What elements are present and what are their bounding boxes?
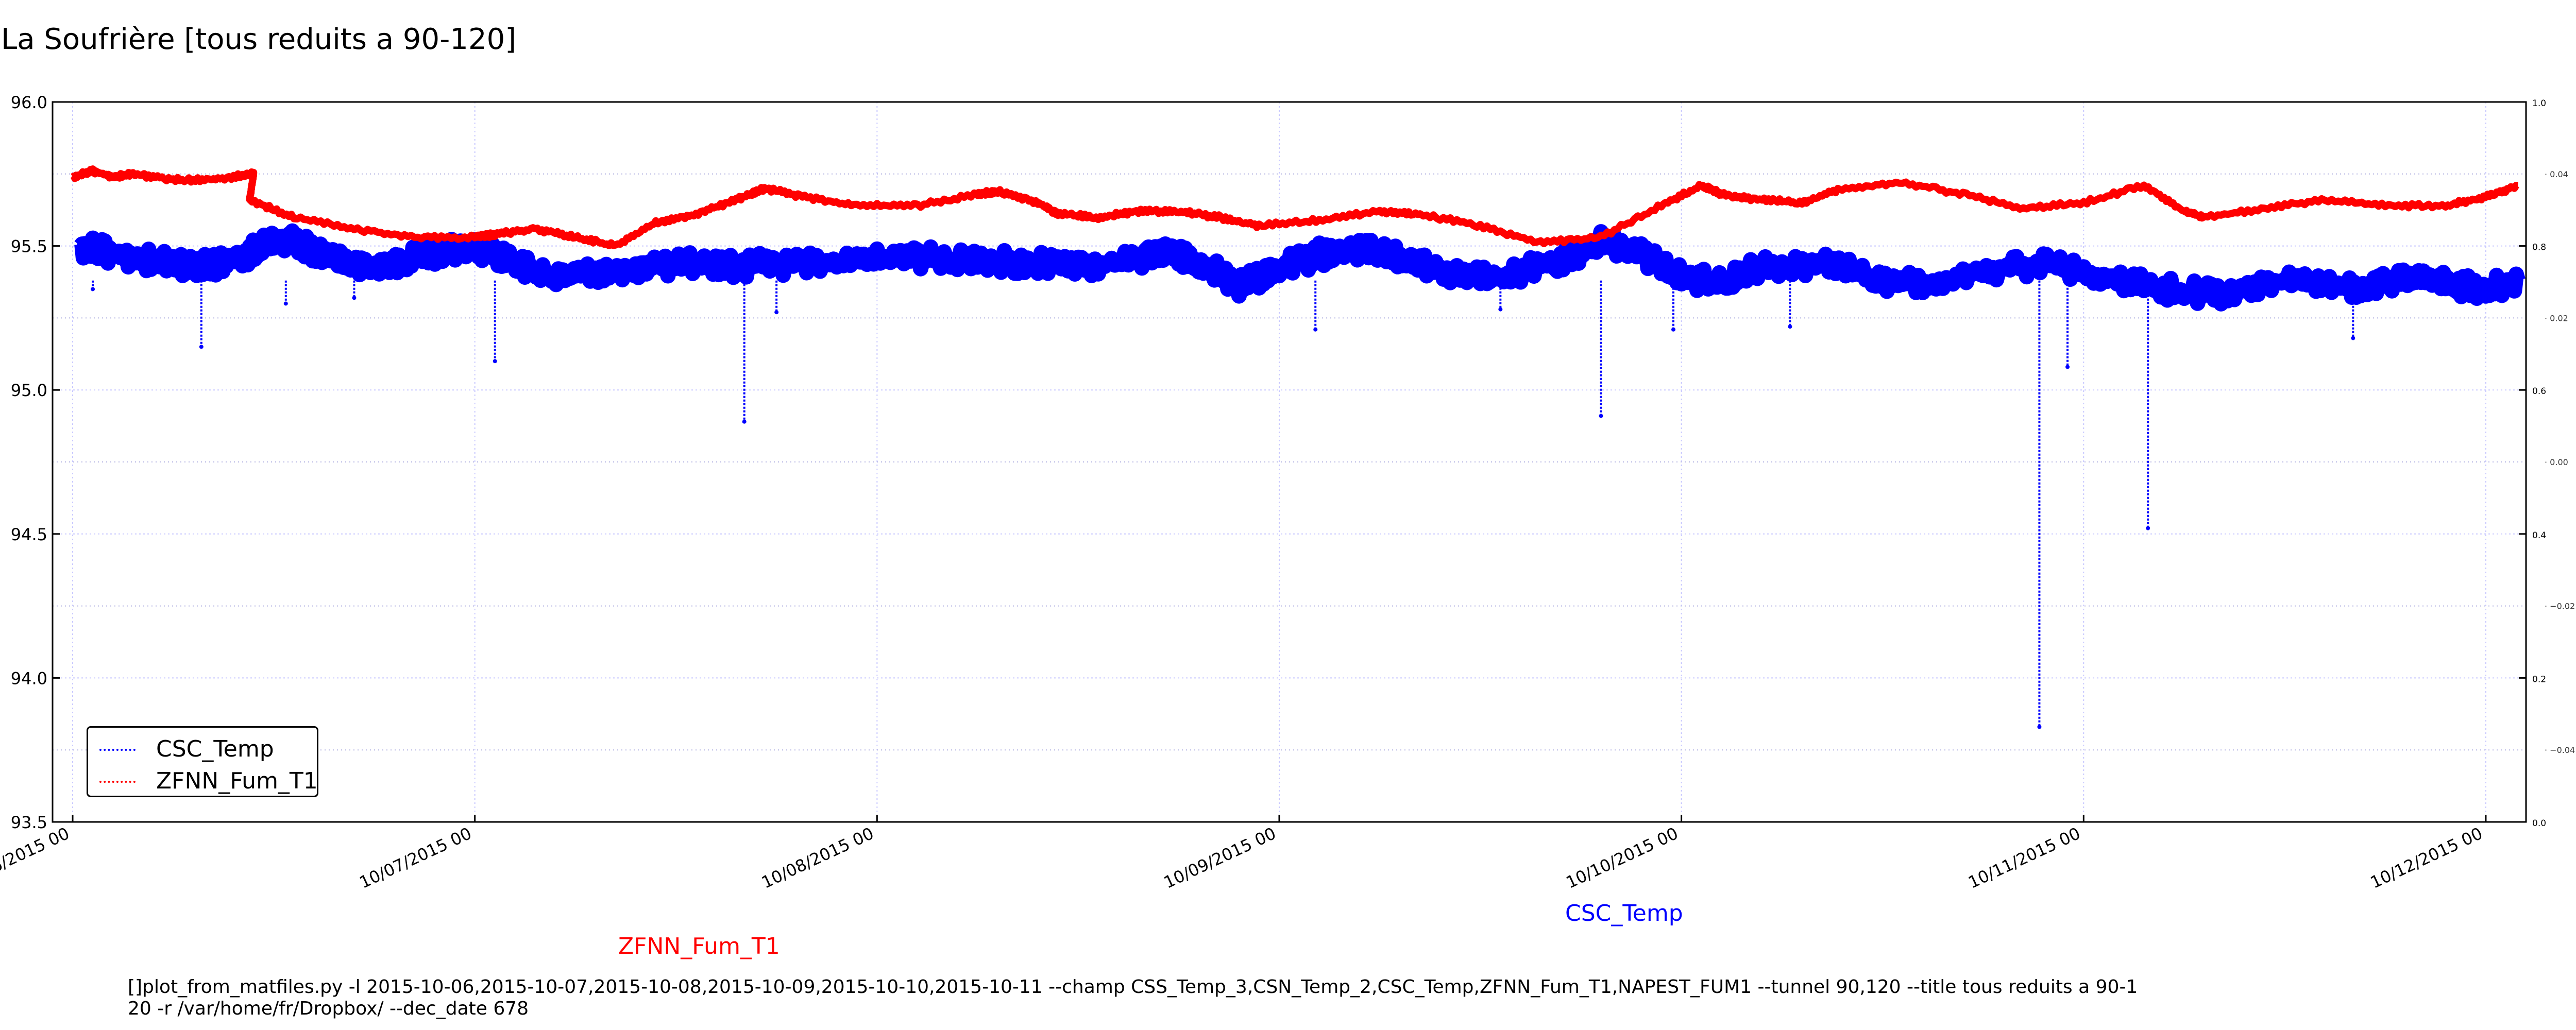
plot-area-frame — [52, 101, 2527, 823]
right-axis-overlay-gridlines — [53, 173, 2526, 751]
spike-point — [91, 287, 95, 291]
spike-point — [1313, 327, 1318, 332]
spike-point — [742, 419, 747, 424]
y-axis-ticks: 93.5 94.0 94.5 95.0 95.5 96.0 — [11, 93, 60, 832]
series-line — [70, 165, 2520, 249]
right-overlay-tick-label: · 0.04 — [2545, 169, 2568, 179]
x-tick-label: 10/06/2015 00 — [0, 823, 72, 892]
x-tick-label: 10/08/2015 00 — [758, 823, 876, 892]
spike-point — [2351, 336, 2355, 340]
right-tick-label: 0.4 — [2532, 530, 2546, 541]
series-label-csc-temp: CSC_Temp — [1565, 900, 1683, 926]
chart-title: La Soufrière [tous reduits a 90-120] — [1, 23, 517, 56]
right-overlay-tick-label: · −0.04 — [2545, 745, 2575, 755]
right-tick-label: 0.0 — [2532, 818, 2546, 829]
right-tick-label: 0.6 — [2532, 386, 2546, 397]
spike-point — [493, 359, 497, 364]
legend-label-zfnn-fum-t1: ZFNN_Fum_T1 — [156, 768, 318, 794]
legend-item-zfnn-fum-t1: ZFNN_Fum_T1 — [88, 767, 318, 796]
spike-point — [2065, 365, 2070, 369]
command-line-text: []plot_from_matfiles.py -l 2015-10-06,20… — [128, 976, 2138, 1019]
y-tick-label: 94.0 — [11, 668, 47, 688]
y-tick-label: 94.5 — [11, 525, 47, 544]
spike-point — [2146, 526, 2150, 530]
legend-label-csc-temp: CSC_Temp — [156, 736, 274, 762]
y-tick-label: 96.0 — [11, 93, 47, 112]
right-tick-label: 0.8 — [2532, 243, 2546, 253]
right-axis-ticks: 0.0 0.2 0.4 0.6 0.8 1.0 · −0.04 · −0.02 · 0.00 · … — [2519, 98, 2575, 829]
x-tick-label: 10/07/2015 00 — [357, 823, 474, 892]
legend: CSC_Temp ZFNN_Fum_T1 — [87, 726, 318, 797]
x-tick-label: 10/12/2015 00 — [2367, 823, 2485, 892]
spike-point — [774, 310, 779, 315]
y-tick-label: 93.5 — [11, 813, 47, 832]
legend-item-csc-temp: CSC_Temp — [88, 735, 317, 764]
x-tick-label: 10/10/2015 00 — [1563, 823, 1681, 892]
x-axis-ticks: 10/06/2015 00 10/07/2015 00 10/08/2015 00 1… — [0, 815, 2487, 892]
right-tick-label: 0.2 — [2532, 674, 2546, 684]
series-label-zfnn-fum-t1: ZFNN_Fum_T1 — [618, 933, 780, 959]
series-zfnn-fum-t1 — [70, 165, 2520, 249]
legend-line-csc-temp — [99, 749, 135, 751]
spike-point — [352, 296, 357, 300]
spike-point — [1788, 324, 1792, 329]
x-tick-label: 10/09/2015 00 — [1161, 823, 1279, 892]
y-tick-label: 95.5 — [11, 237, 47, 256]
right-overlay-tick-label: · 0.02 — [2545, 313, 2568, 323]
y-tick-label: 95.0 — [11, 381, 47, 400]
spike-point — [1498, 307, 1503, 312]
spike-point — [199, 345, 204, 349]
x-tick-label: 10/11/2015 00 — [1965, 823, 2083, 892]
spike-point — [1599, 414, 1603, 418]
right-tick-label: 1.0 — [2532, 98, 2546, 109]
right-overlay-tick-label: · −0.02 — [2545, 602, 2575, 611]
spike-point — [283, 301, 288, 306]
series-line — [74, 223, 2526, 312]
series-csc-temp — [74, 223, 2526, 729]
spike-point — [1671, 327, 1676, 332]
spike-point — [2037, 725, 2042, 729]
right-overlay-tick-label: · 0.00 — [2545, 457, 2568, 467]
legend-line-zfnn-fum-t1 — [99, 781, 135, 783]
